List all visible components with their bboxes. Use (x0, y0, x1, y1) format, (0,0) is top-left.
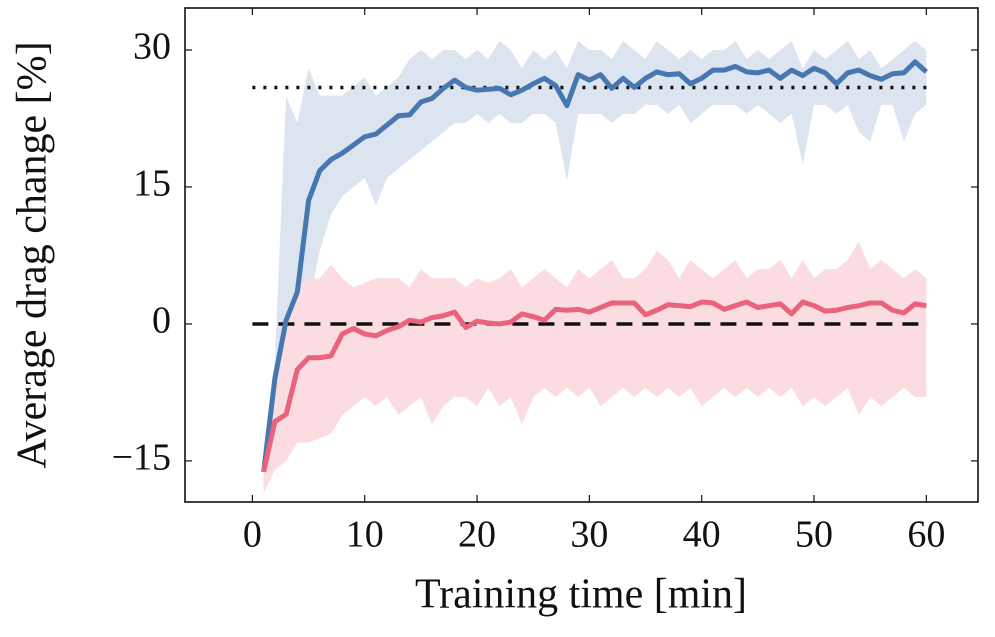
x-tick-label: 40 (683, 514, 721, 556)
line-series (261, 59, 928, 473)
y-tick-label: 0 (152, 300, 171, 342)
x-tick-label: 0 (243, 514, 262, 556)
x-tick-label: 60 (907, 514, 945, 556)
y-tick-label: −15 (112, 437, 171, 479)
error-band (263, 241, 927, 493)
plot-frame (184, 7, 979, 503)
line-series (261, 299, 927, 473)
x-axis-title: Training time [min] (415, 572, 747, 618)
y-axis-title: Average drag change [%] (10, 41, 56, 468)
error-band (263, 40, 927, 489)
x-tick-label: 20 (458, 514, 496, 556)
x-tick-label: 30 (570, 514, 608, 556)
x-tick-label: 50 (795, 514, 833, 556)
y-tick-label: 30 (133, 26, 171, 68)
x-tick-label: 10 (346, 514, 384, 556)
y-tick-label: 15 (133, 163, 171, 205)
